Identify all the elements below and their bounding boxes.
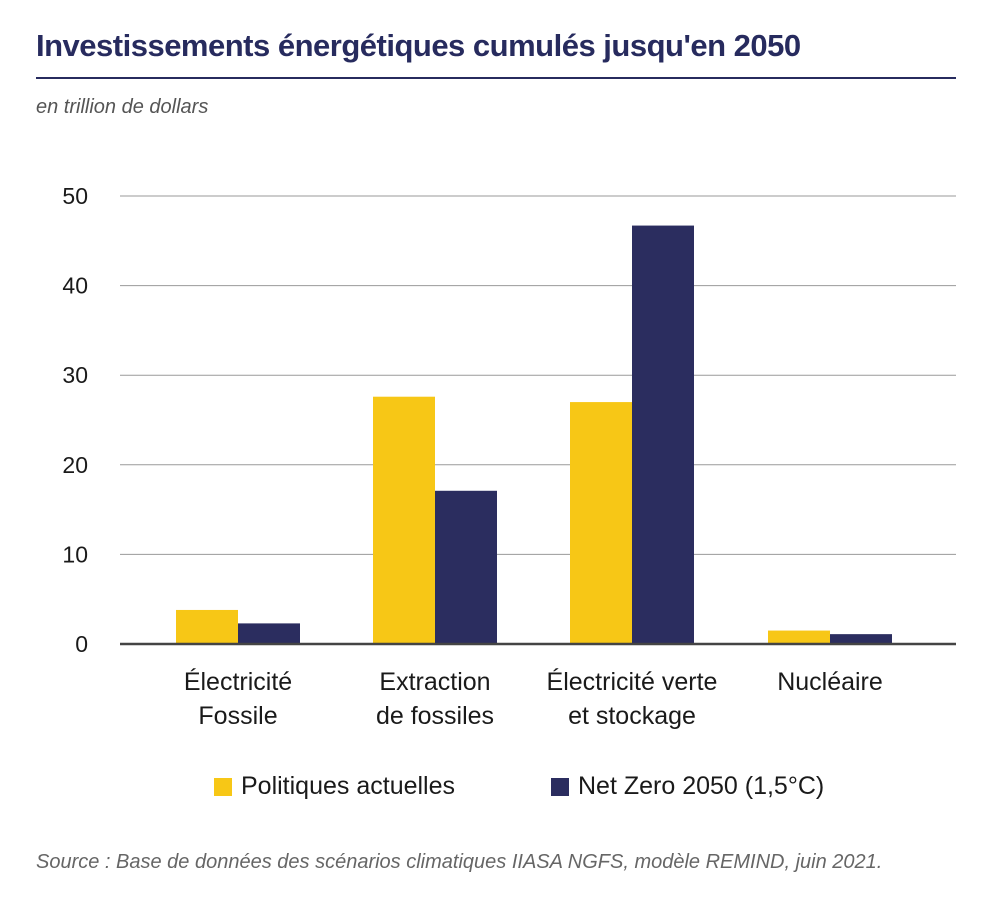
bar-current-policies-3 <box>768 630 830 644</box>
x-tick-label-1-line-0: Extraction <box>379 668 490 696</box>
legend-item-net-zero: Net Zero 2050 (1,5°C) <box>551 772 824 801</box>
bar-net-zero-1 <box>435 490 497 644</box>
bar-current-policies-1 <box>373 396 435 644</box>
y-tick-label-40: 40 <box>62 273 88 299</box>
bar-net-zero-3 <box>830 634 892 644</box>
y-tick-label-20: 20 <box>62 452 88 478</box>
x-tick-label-0-line-1: Fossile <box>198 702 277 730</box>
bar-chart: 0 10 20 30 40 50 Électricité Fossile Extraction d… <box>62 183 956 730</box>
y-tick-label-10: 10 <box>62 541 88 567</box>
x-tick-label-2-line-0: Électricité verte <box>547 667 718 696</box>
x-tick-label-1-line-1: de fossiles <box>376 702 494 730</box>
x-tick-label-2-line-1: et stockage <box>568 702 696 730</box>
source-note: Source : Base de données des scénarios c… <box>36 851 883 873</box>
bar-current-policies-2 <box>570 402 632 644</box>
legend: Politiques actuelles Net Zero 2050 (1,5°… <box>0 772 1000 806</box>
legend-swatch-current-policies <box>214 777 232 796</box>
legend-label-current-policies: Politiques actuelles <box>241 772 456 800</box>
x-tick-label-3-line-0: Nucléaire <box>777 668 883 696</box>
legend-item-current-policies: Politiques actuelles <box>214 772 455 801</box>
bar-net-zero-2 <box>632 225 694 644</box>
chart-subtitle: en trillion de dollars <box>36 96 209 118</box>
title-divider <box>36 77 956 79</box>
chart-title: Investissements énergétiques cumulés jus… <box>36 28 801 63</box>
legend-swatch-net-zero <box>551 777 569 796</box>
bar-net-zero-0 <box>238 623 300 644</box>
bar-current-policies-0 <box>176 609 238 644</box>
y-tick-label-50: 50 <box>62 183 88 209</box>
y-tick-label-30: 30 <box>62 362 88 388</box>
y-tick-label-0: 0 <box>75 631 88 657</box>
x-tick-label-0-line-0: Électricité <box>184 667 292 696</box>
legend-label-net-zero: Net Zero 2050 (1,5°C) <box>578 772 825 800</box>
